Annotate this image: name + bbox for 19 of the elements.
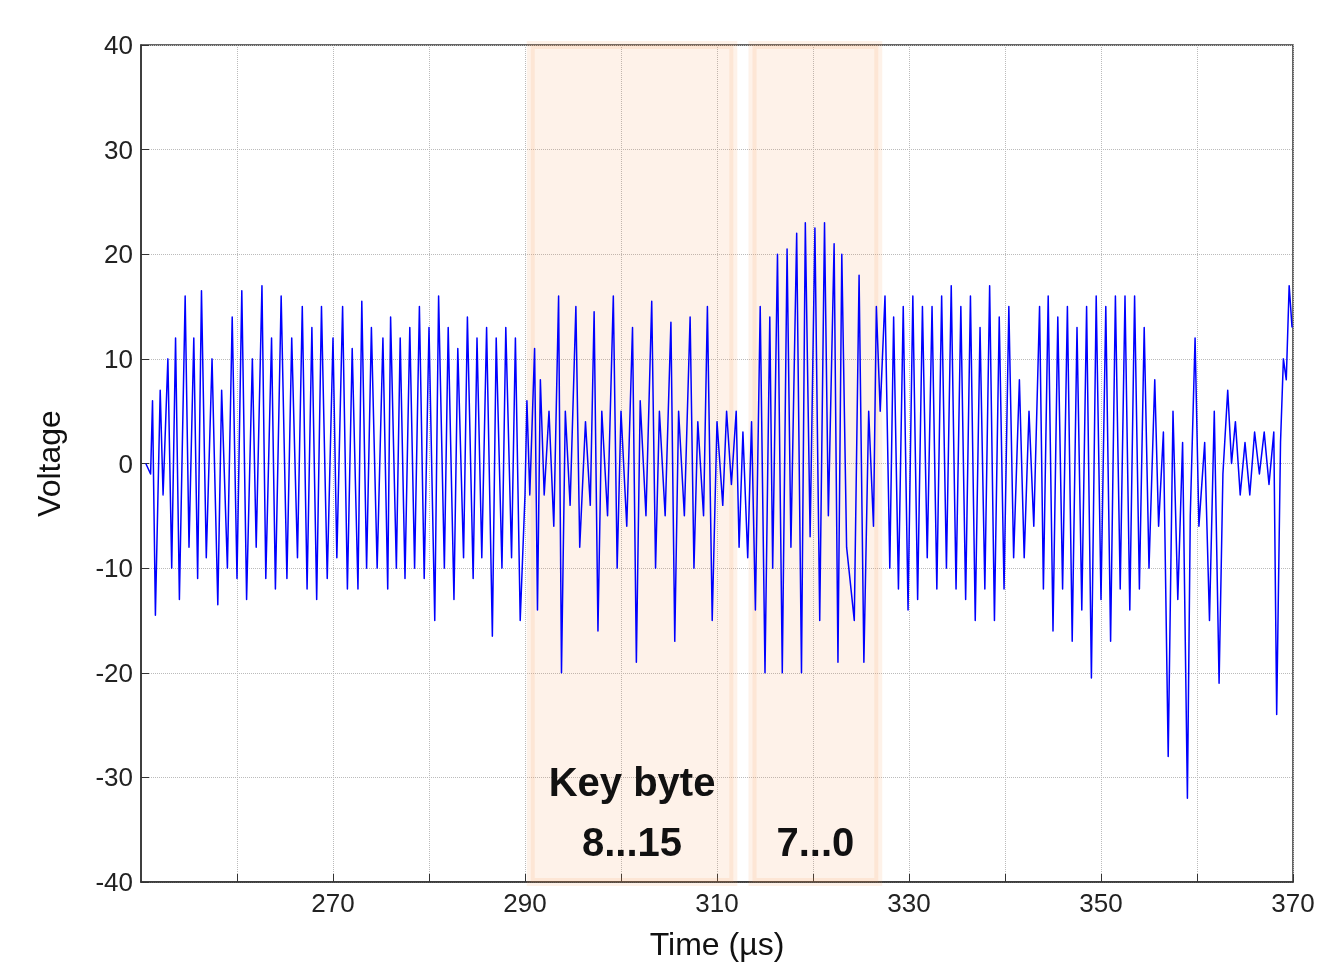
x-tick-label: 310 xyxy=(695,888,739,918)
x-tick-label: 290 xyxy=(503,888,547,918)
x-tick-label: 270 xyxy=(311,888,355,918)
y-tick-label: -30 xyxy=(95,762,133,793)
y-tick-label: 40 xyxy=(104,30,133,60)
y-axis-title: Voltage xyxy=(31,410,67,517)
y-tick-label: 0 xyxy=(118,448,133,479)
y-tick-label: 10 xyxy=(104,343,133,374)
x-tick-label: 330 xyxy=(887,888,931,918)
y-tick-label: -10 xyxy=(95,553,133,584)
y-tick-label: 30 xyxy=(104,134,133,165)
y-tick-label: -20 xyxy=(95,657,133,688)
x-tick-label: 370 xyxy=(1271,888,1315,918)
band-label: 7...0 xyxy=(776,820,855,864)
x-tick-label: 350 xyxy=(1079,888,1123,918)
y-tick-label: -40 xyxy=(95,867,133,897)
band-label: Key byte 8...15 xyxy=(548,760,716,864)
y-tick-label: 20 xyxy=(104,239,133,270)
x-axis-title: Time (µs) xyxy=(649,926,785,962)
